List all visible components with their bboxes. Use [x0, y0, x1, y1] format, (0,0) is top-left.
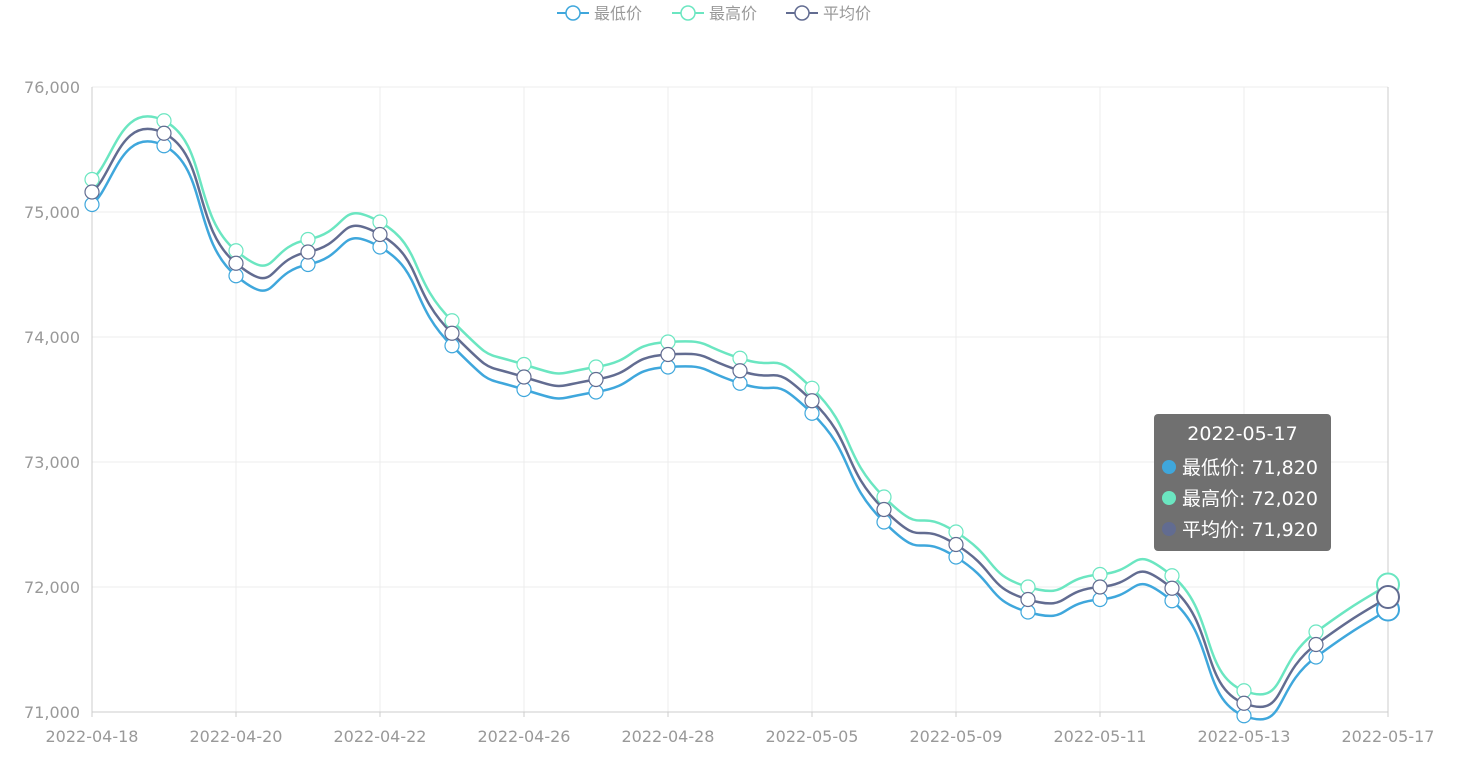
- point-avg: [156, 125, 172, 141]
- legend-label-avg: 平均价: [823, 4, 871, 23]
- legend: 最低价 最高价 平均价: [557, 4, 871, 23]
- tooltip-dot-low: [1162, 459, 1176, 474]
- tooltip-label-high: 最高价: 72,020: [1182, 488, 1318, 510]
- y-tick-label: 76,000: [24, 78, 80, 97]
- point-avg: [228, 255, 244, 271]
- point-avg: [516, 369, 532, 385]
- point-low: [516, 381, 532, 398]
- point-low: [804, 405, 820, 421]
- point-low: [84, 196, 100, 213]
- point-avg: [660, 346, 676, 363]
- point-avg: [588, 371, 604, 388]
- tooltip-label-avg: 平均价: 71,920: [1182, 519, 1318, 541]
- x-tick-label: 2022-04-18: [46, 727, 139, 746]
- tooltip-row-high: 最高价: 72,020: [1162, 482, 1323, 513]
- point-high: [804, 380, 820, 396]
- point-low: [732, 375, 748, 391]
- point-low: [300, 256, 316, 273]
- x-tick-label: 2022-04-22: [334, 727, 427, 746]
- legend-marker-avg: [794, 5, 810, 21]
- tooltip-title: 2022-05-17: [1187, 423, 1298, 445]
- point-avg: [1376, 585, 1400, 609]
- y-tick-label: 74,000: [24, 328, 80, 347]
- point-low: [588, 384, 604, 400]
- tooltip-row-avg: 平均价: 71,920: [1162, 513, 1323, 544]
- x-tick-label: 2022-05-11: [1054, 727, 1147, 746]
- y-tick-label: 72,000: [24, 578, 80, 597]
- y-tick-label: 71,000: [24, 703, 80, 722]
- tooltip-row-low: 最低价: 71,820: [1162, 451, 1323, 482]
- point-avg: [948, 536, 964, 553]
- point-avg: [804, 393, 820, 409]
- point-low: [444, 338, 460, 354]
- point-avg: [876, 501, 892, 518]
- point-high: [84, 171, 100, 188]
- point-high: [516, 356, 532, 373]
- point-high: [300, 231, 316, 248]
- point-avg: [1308, 636, 1324, 653]
- chart-tooltip: 2022-05-17 最低价: 71,820 最高价: 72,020 平均价: …: [1154, 414, 1331, 551]
- point-high: [876, 489, 892, 505]
- point-avg: [732, 363, 748, 379]
- point-high: [228, 243, 244, 259]
- x-tick-label: 2022-05-17: [1342, 727, 1435, 746]
- x-tick-label: 2022-04-20: [190, 727, 283, 746]
- point-low: [372, 239, 388, 255]
- x-tick-label: 2022-04-28: [622, 727, 715, 746]
- point-high: [372, 214, 388, 230]
- legend-label-high: 最高价: [709, 4, 757, 23]
- point-high: [444, 313, 460, 329]
- grid: [92, 86, 1388, 712]
- x-tick-label: 2022-04-26: [478, 727, 571, 746]
- series-line-high: [91, 115, 1389, 696]
- tooltip-dot-avg: [1162, 521, 1176, 536]
- legend-marker-low: [565, 5, 581, 21]
- point-low: [228, 268, 244, 284]
- point-low: [660, 359, 676, 375]
- tooltip-dot-high: [1162, 490, 1176, 505]
- x-tick-label: 2022-05-09: [910, 727, 1003, 746]
- tooltip-label-low: 最低价: 71,820: [1182, 457, 1318, 479]
- x-tick-label: 2022-05-05: [766, 727, 859, 746]
- x-tick-label: 2022-05-13: [1198, 727, 1291, 746]
- point-avg: [1164, 580, 1180, 596]
- point-high: [732, 350, 748, 366]
- legend-marker-high: [680, 5, 696, 21]
- axes: 71,000 72,000 73,000 74,000 75,000 76,000 2022…: [24, 78, 1434, 746]
- point-avg: [300, 244, 316, 260]
- point-avg: [1092, 579, 1108, 595]
- point-avg: [84, 184, 100, 200]
- y-tick-label: 75,000: [24, 203, 80, 222]
- series: [84, 113, 1400, 724]
- point-high: [660, 334, 676, 350]
- point-avg: [372, 226, 388, 243]
- point-avg: [1020, 591, 1036, 608]
- point-low: [156, 138, 172, 154]
- point-avg: [444, 325, 460, 341]
- point-high: [588, 359, 604, 375]
- legend-label-low: 最低价: [594, 4, 642, 23]
- point-avg: [1236, 695, 1252, 711]
- y-tick-label: 73,000: [24, 453, 80, 472]
